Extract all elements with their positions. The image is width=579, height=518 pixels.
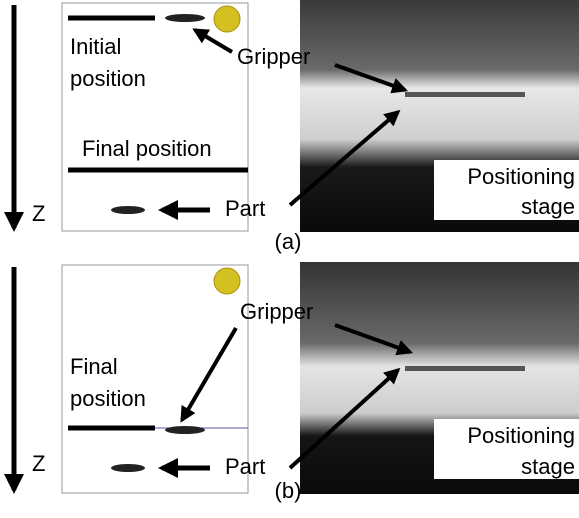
camera-view: [61, 264, 249, 494]
stage-label: stage: [521, 454, 575, 479]
caption: (a): [275, 229, 302, 254]
marker-coin: [213, 5, 241, 33]
stage-label: Positioning: [467, 164, 575, 189]
position-label: Initial: [70, 34, 121, 59]
arrow: [334, 63, 409, 94]
arrow: [288, 367, 401, 470]
part-label: Part: [225, 196, 265, 221]
axis-label: Z: [32, 451, 45, 476]
arrow: [192, 28, 234, 54]
final-position-label: Final position: [82, 136, 212, 161]
gripper-label: Gripper: [240, 299, 313, 324]
position-label: position: [70, 66, 146, 91]
stage-label: stage: [521, 194, 575, 219]
label-bg: [434, 160, 579, 220]
position-label: Final: [70, 354, 118, 379]
arrow: [180, 326, 238, 423]
gripper-label: Gripper: [237, 44, 310, 69]
arrow: [288, 109, 401, 207]
blob: [111, 206, 145, 214]
position-label: position: [70, 386, 146, 411]
caption: (b): [275, 478, 302, 503]
blob: [111, 464, 145, 472]
blob: [165, 426, 205, 434]
part-label: Part: [225, 454, 265, 479]
marker-coin: [213, 267, 241, 295]
arrow: [334, 323, 414, 356]
axis-label: Z: [32, 201, 45, 226]
blob: [165, 14, 205, 22]
gripper-tip: [405, 92, 525, 97]
stage-label: Positioning: [467, 423, 575, 448]
gripper-tip: [405, 366, 525, 371]
label-bg: [434, 419, 579, 479]
